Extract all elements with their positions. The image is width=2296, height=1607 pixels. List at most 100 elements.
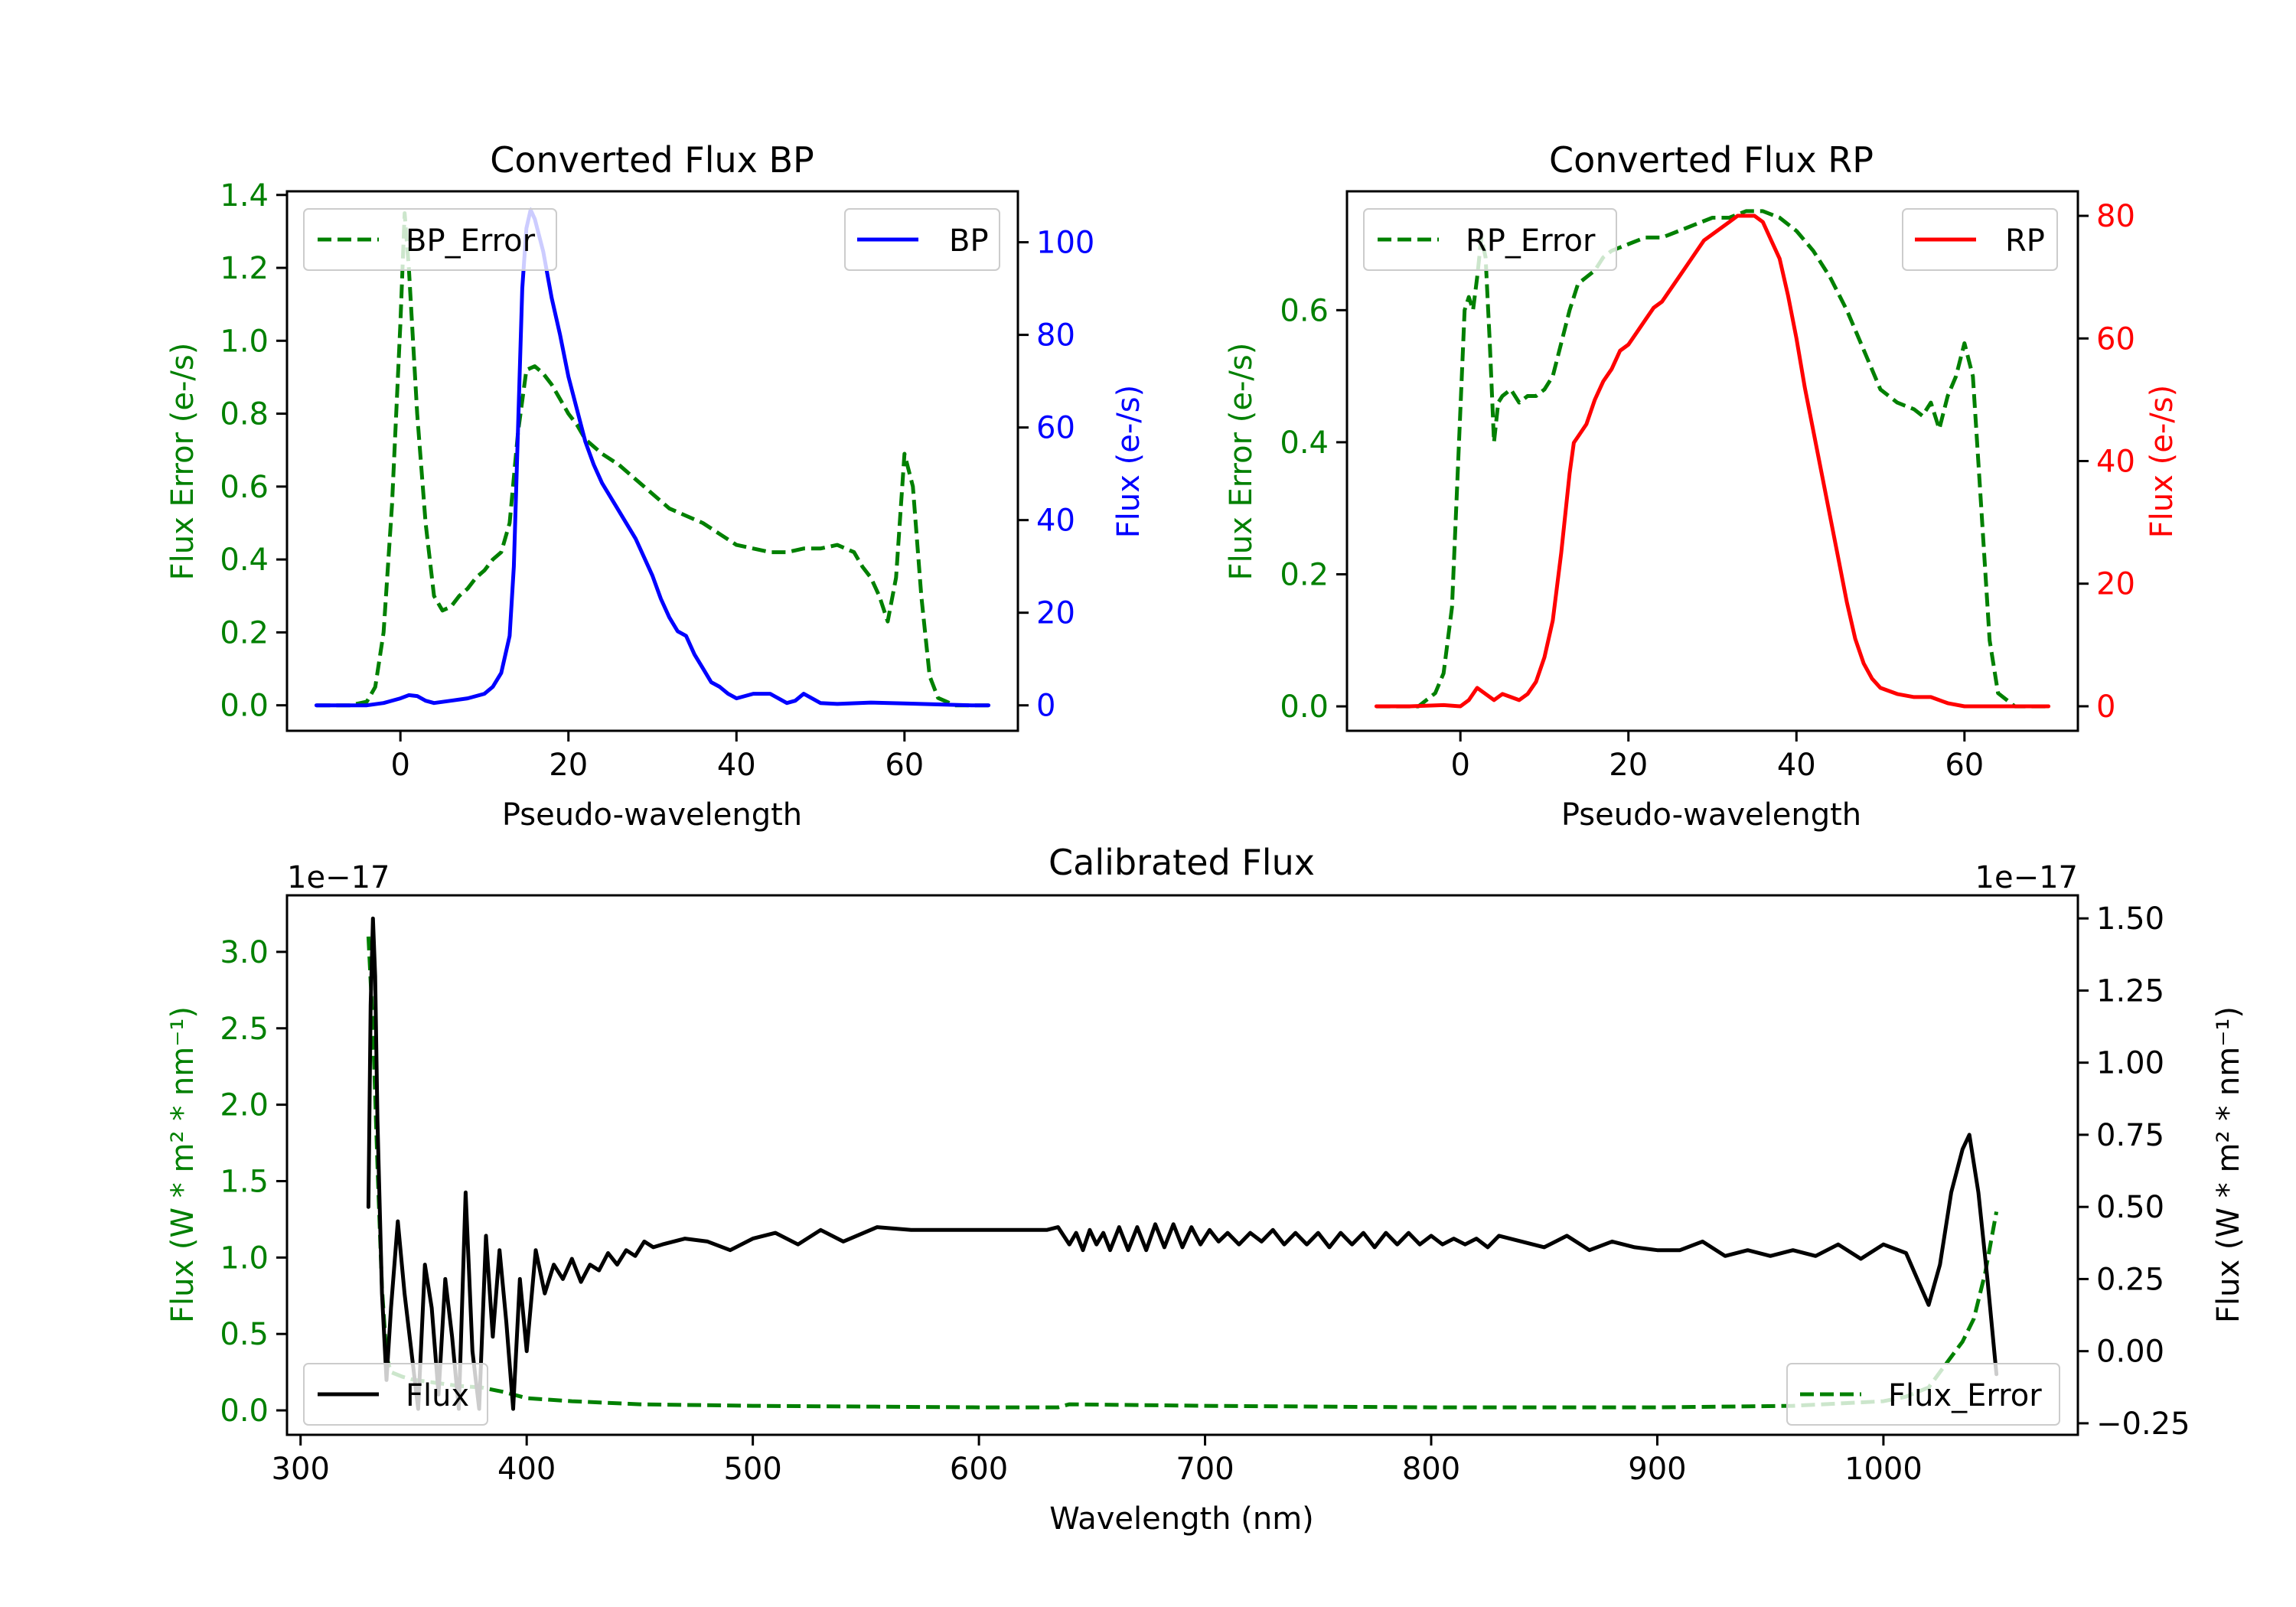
- rp-x-tick-label: 40: [1777, 748, 1816, 783]
- bp-left-tick-label: 0.8: [220, 397, 269, 432]
- cal-left-tick-label: 1.0: [220, 1240, 269, 1276]
- bp-left-tick-label: 0.4: [220, 543, 269, 578]
- bp-left-tick-label: 1.0: [220, 324, 269, 359]
- bp-right-tick-label: 60: [1036, 411, 1075, 446]
- rp-legend-error-label: RP_Error: [1466, 223, 1596, 259]
- cal-x-tick-label: 800: [1402, 1452, 1460, 1487]
- rp-left-axis-label: Flux Error (e-/s): [1224, 343, 1259, 581]
- rp-title: Converted Flux RP: [1549, 139, 1874, 181]
- cal-right-offset: 1e−17: [1975, 860, 2078, 895]
- rp-right-tick-label: 0: [2096, 689, 2115, 725]
- bp-right-tick-label: 100: [1036, 226, 1094, 261]
- rp-left-tick-label: 0.0: [1280, 689, 1329, 725]
- bp-right-tick-label: 40: [1036, 504, 1075, 539]
- cal-title: Calibrated Flux: [1049, 842, 1315, 883]
- rp-legend-flux-box: [1902, 208, 2058, 271]
- bp-x-ticks: 0 20 40 60: [390, 731, 924, 783]
- bp-legend-flux: BP: [844, 208, 1000, 271]
- bp-series-bp: [314, 207, 991, 708]
- rp-legend-error-box: [1363, 208, 1617, 271]
- cal-axes-frame: [285, 894, 2079, 1436]
- cal-x-ticks: 300 400 500 600 700 800 900 1000: [272, 1435, 1923, 1487]
- cal-series-flux: [366, 916, 1999, 1411]
- bp-right-axis-label: Flux (e-/s): [1111, 385, 1146, 538]
- rp-legend-error: RP_Error: [1363, 208, 1617, 271]
- cal-x-tick-label: 900: [1628, 1452, 1686, 1487]
- cal-x-tick-label: 700: [1176, 1452, 1234, 1487]
- cal-left-tick-label: 3.0: [220, 935, 269, 970]
- rp-x-axis-label: Pseudo-wavelength: [1561, 797, 1861, 833]
- rp-plot-area: 0 20 40 60 0.0 0.2 0.4 0.6 0 20 40 60 80: [1280, 190, 2135, 783]
- bp-series-lines: [314, 207, 991, 708]
- cal-legend-error-box: [1786, 1363, 2060, 1426]
- cal-left-axis-label: Flux (W * m² * nm⁻¹): [165, 1006, 201, 1323]
- bp-legend-error-box: [303, 208, 557, 271]
- bp-x-tick-label: 60: [885, 748, 924, 783]
- cal-right-tick-label: 1.50: [2096, 901, 2164, 937]
- bp-axes-frame: [285, 190, 1019, 732]
- rp-series-rp-error: [1376, 209, 2049, 709]
- cal-right-ticks: −0.25 0.00 0.25 0.50 0.75 1.00 1.25 1.50: [2078, 901, 2190, 1442]
- bp-left-ticks: 0.0 0.2 0.4 0.6 0.8 1.0 1.2 1.4: [220, 178, 287, 724]
- rp-series-rp: [1374, 214, 2051, 709]
- bp-x-axis-label: Pseudo-wavelength: [502, 797, 802, 833]
- bp-x-tick-label: 20: [549, 748, 588, 783]
- cal-right-tick-label: 0.50: [2096, 1190, 2164, 1225]
- cal-right-tick-label: 0.75: [2096, 1118, 2164, 1153]
- cal-left-offset: 1e−17: [287, 860, 390, 895]
- bp-left-tick-label: 1.2: [220, 251, 269, 286]
- bp-left-tick-label: 0.2: [220, 615, 269, 650]
- cal-x-tick-label: 600: [950, 1452, 1008, 1487]
- rp-left-tick-label: 0.4: [1280, 425, 1329, 461]
- rp-legend-flux-label: RP: [2005, 223, 2045, 259]
- cal-x-tick-label: 300: [272, 1452, 330, 1487]
- bp-right-tick-label: 80: [1036, 318, 1075, 354]
- cal-left-tick-label: 0.5: [220, 1317, 269, 1352]
- cal-right-axis-label: Flux (W * m² * nm⁻¹): [2211, 1006, 2246, 1323]
- cal-legend-error-label: Flux_Error: [1888, 1378, 2042, 1413]
- cal-left-ticks: 0.0 0.5 1.0 1.5 2.0 2.5 3.0: [220, 935, 287, 1429]
- bp-title: Converted Flux BP: [490, 139, 814, 181]
- cal-left-tick-label: 1.5: [220, 1164, 269, 1199]
- bp-left-tick-label: 0.6: [220, 470, 269, 505]
- cal-legend-flux-box: [303, 1363, 488, 1426]
- cal-x-tick-label: 400: [497, 1452, 556, 1487]
- rp-series-lines: [1374, 209, 2051, 709]
- rp-right-ticks: 0 20 40 60 80: [2078, 199, 2135, 725]
- cal-right-tick-label: 1.00: [2096, 1046, 2164, 1081]
- bp-x-tick-label: 0: [390, 748, 409, 783]
- rp-right-tick-label: 40: [2096, 445, 2135, 480]
- cal-x-tick-label: 1000: [1844, 1452, 1923, 1487]
- cal-legend-flux-label: Flux: [406, 1378, 469, 1413]
- cal-right-tick-label: 0.00: [2096, 1335, 2164, 1370]
- rp-right-tick-label: 80: [2096, 199, 2135, 234]
- bp-legend-error: BP_Error: [303, 208, 557, 271]
- bp-x-tick-label: 40: [717, 748, 756, 783]
- rp-left-tick-label: 0.6: [1280, 293, 1329, 328]
- rp-x-ticks: 0 20 40 60: [1450, 731, 1984, 783]
- bp-panel: Converted Flux BP 0 20 40 60 0.00.20.40.60.…: [165, 139, 1146, 833]
- cal-right-tick-label: 0.25: [2096, 1262, 2164, 1297]
- cal-right-tick-label: −0.25: [2096, 1407, 2190, 1442]
- bp-left-tick-label: 0.0: [220, 689, 269, 724]
- rp-x-tick-label: 20: [1609, 748, 1648, 783]
- cal-legend-flux: Flux: [303, 1363, 488, 1426]
- bp-left-tick-label: 1.4: [220, 178, 269, 214]
- bp-left-axis-label: Flux Error (e-/s): [165, 343, 201, 581]
- cal-x-axis-label: Wavelength (nm): [1049, 1501, 1314, 1537]
- rp-legend-flux: RP: [1902, 208, 2058, 271]
- cal-x-tick-label: 500: [723, 1452, 781, 1487]
- bp-right-tick-label: 0: [1036, 689, 1055, 724]
- bp-plot-area: 0 20 40 60 0.0 0.2 0.4 0.6 0.8 1.0 1.2 1.4 0 20 40 60…: [220, 178, 1094, 783]
- rp-left-tick-label: 0.2: [1280, 557, 1329, 592]
- rp-left-ticks: 0.0 0.2 0.4 0.6: [1280, 293, 1347, 725]
- rp-right-axis-label: Flux (e-/s): [2144, 385, 2180, 538]
- cal-legend-error: Flux_Error: [1786, 1363, 2060, 1426]
- rp-x-tick-label: 0: [1450, 748, 1469, 783]
- cal-panel: Calibrated Flux 1e−17 1e−17 300 400 500 600…: [165, 842, 2246, 1537]
- bp-legend-flux-box: [844, 208, 1000, 271]
- bp-right-tick-label: 20: [1036, 596, 1075, 631]
- cal-left-tick-label: 0.0: [220, 1393, 269, 1429]
- bp-legend-error-label: BP_Error: [406, 223, 536, 259]
- rp-right-tick-label: 60: [2096, 321, 2135, 357]
